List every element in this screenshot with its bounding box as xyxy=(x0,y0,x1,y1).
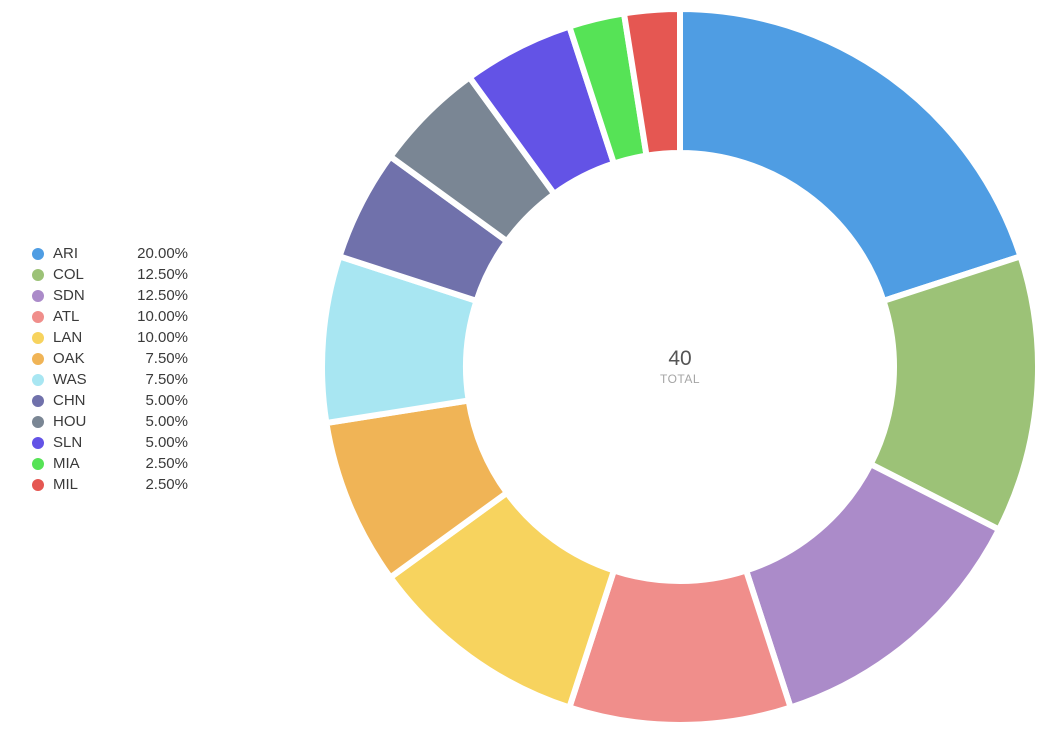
legend-label: MIL xyxy=(53,476,79,493)
legend-item-chn[interactable]: CHN 5.00% xyxy=(32,390,188,411)
legend-swatch xyxy=(32,289,44,302)
legend-item-mil[interactable]: MIL 2.50% xyxy=(32,474,188,495)
legend-value: 5.00% xyxy=(145,392,188,409)
legend-swatch xyxy=(32,415,44,428)
total-value: 40 xyxy=(668,347,692,370)
legend-value: 7.50% xyxy=(145,371,188,388)
legend-label: CHN xyxy=(53,392,86,409)
legend-swatch xyxy=(32,457,44,470)
legend-item-sln[interactable]: SLN 5.00% xyxy=(32,432,188,453)
legend-value: 2.50% xyxy=(145,455,188,472)
legend-label: MIA xyxy=(53,455,80,472)
legend-swatch xyxy=(32,436,44,449)
chart-legend: ARI 20.00% COL 12.50% SDN 12.50% ATL 10.00% LAN 1… xyxy=(32,243,188,495)
legend-item-hou[interactable]: HOU 5.00% xyxy=(32,411,188,432)
legend-label: ATL xyxy=(53,308,80,325)
legend-swatch xyxy=(32,268,44,281)
legend-swatch xyxy=(32,478,44,491)
legend-label: ARI xyxy=(53,245,79,262)
donut-slice-mil[interactable] xyxy=(620,5,683,160)
legend-value: 7.50% xyxy=(145,350,188,367)
legend-value: 10.00% xyxy=(137,308,188,325)
legend-value: 12.50% xyxy=(137,287,188,304)
legend-item-col[interactable]: COL 12.50% xyxy=(32,264,188,285)
legend-swatch xyxy=(32,394,44,407)
legend-swatch xyxy=(32,331,44,344)
legend-item-ari[interactable]: ARI 20.00% xyxy=(32,243,188,264)
donut-slice-ari[interactable] xyxy=(677,5,1025,305)
legend-label: SLN xyxy=(53,434,83,451)
legend-label: HOU xyxy=(53,413,87,430)
legend-item-was[interactable]: WAS 7.50% xyxy=(32,369,188,390)
legend-label: OAK xyxy=(53,350,85,367)
total-caption: TOTAL xyxy=(659,372,701,386)
legend-value: 5.00% xyxy=(145,434,188,451)
legend-item-sdn[interactable]: SDN 12.50% xyxy=(32,285,188,306)
legend-item-oak[interactable]: OAK 7.50% xyxy=(32,348,188,369)
legend-swatch xyxy=(32,310,44,323)
legend-value: 2.50% xyxy=(145,476,188,493)
legend-value: 5.00% xyxy=(145,413,188,430)
legend-label: COL xyxy=(53,266,84,283)
legend-item-lan[interactable]: LAN 10.00% xyxy=(32,327,188,348)
donut-slices xyxy=(319,5,1041,728)
legend-item-mia[interactable]: MIA 2.50% xyxy=(32,453,188,474)
legend-label: SDN xyxy=(53,287,85,304)
donut-center-label: 40 TOTAL xyxy=(580,346,780,386)
legend-label: WAS xyxy=(53,371,87,388)
legend-swatch xyxy=(32,247,44,260)
legend-item-atl[interactable]: ATL 10.00% xyxy=(32,306,188,327)
legend-label: LAN xyxy=(53,329,83,346)
legend-value: 20.00% xyxy=(137,245,188,262)
legend-value: 12.50% xyxy=(137,266,188,283)
legend-value: 10.00% xyxy=(137,329,188,346)
legend-swatch xyxy=(32,352,44,365)
legend-swatch xyxy=(32,373,44,386)
